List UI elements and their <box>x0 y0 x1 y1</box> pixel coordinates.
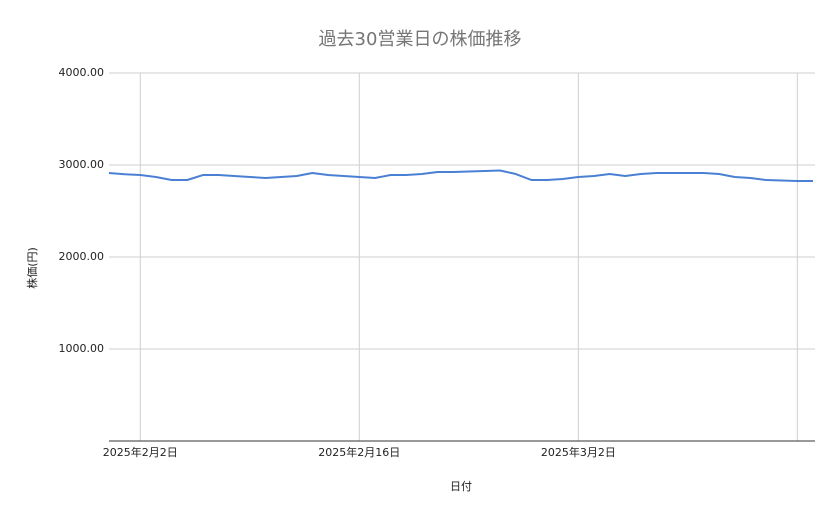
y-tick-label: 1000.00 <box>59 342 105 355</box>
x-tick-label: 2025年2月2日 <box>103 445 178 459</box>
x-tick-label: 2025年2月16日 <box>318 445 400 459</box>
x-axis-label: 日付 <box>450 480 472 493</box>
data-line <box>108 169 813 183</box>
y-tick-label: 3000.00 <box>59 158 105 171</box>
y-tick-label: 4000.00 <box>59 66 105 79</box>
y-tick-label: 2000.00 <box>59 250 105 263</box>
x-tick-label: 2025年3月2日 <box>541 445 616 459</box>
y-axis-label: 株価(円) <box>25 247 39 289</box>
chart-title: 過去30営業日の株価推移 <box>319 29 522 50</box>
